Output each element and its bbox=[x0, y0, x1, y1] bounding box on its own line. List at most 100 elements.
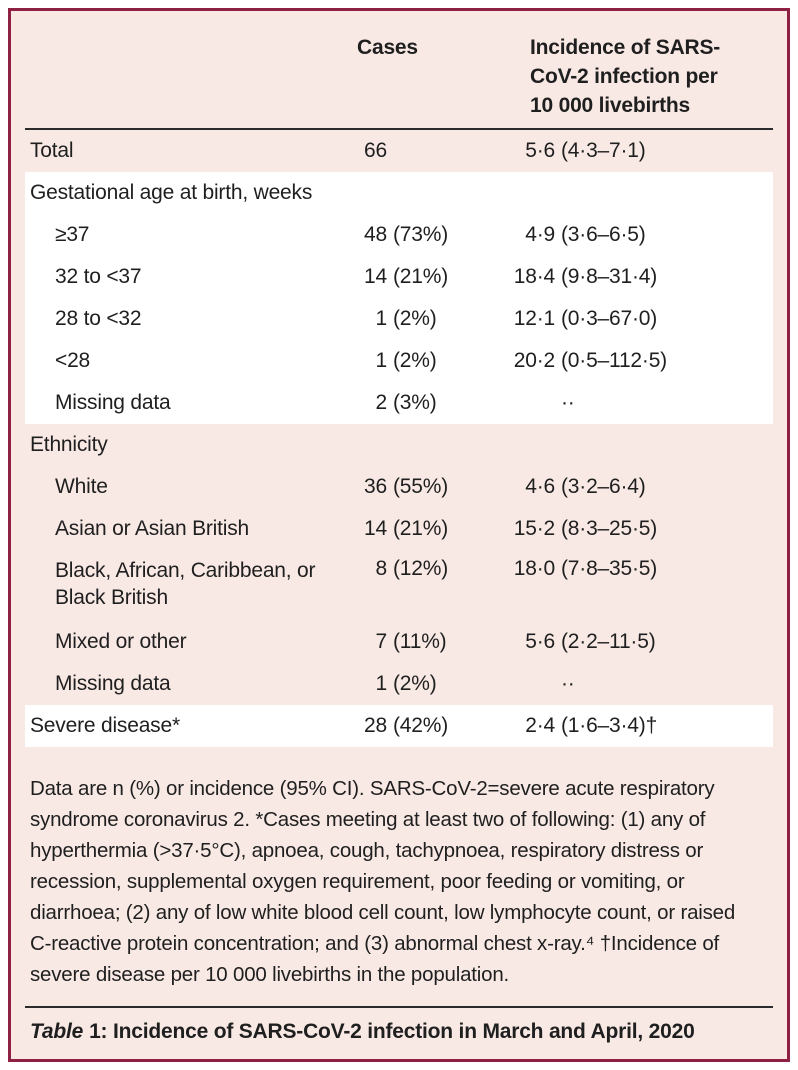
cases-n: 14 bbox=[364, 265, 387, 288]
column-header-cases: Cases bbox=[357, 36, 418, 59]
cases-n: 7 bbox=[375, 629, 388, 653]
table-row: Mixed or other 7 (11%) 5·6 (2·2–11·5) bbox=[25, 621, 773, 663]
table-content: Cases Incidence of SARS- CoV-2 infection… bbox=[25, 11, 773, 1044]
row-label: White bbox=[55, 475, 108, 499]
cases-cell: 1 (2%) bbox=[345, 349, 495, 373]
incidence-value: 18·4 bbox=[513, 265, 555, 288]
incidence-ci: (4·3–7·1) bbox=[561, 139, 646, 162]
lancet-table-figure: Cases Incidence of SARS- CoV-2 infection… bbox=[8, 8, 790, 1062]
cases-cell: 14 (21%) bbox=[345, 517, 495, 541]
cases-n: 2 bbox=[375, 391, 388, 414]
incidence-cell: 2·4 (1·6–3·4)† bbox=[495, 714, 773, 738]
section-label: Ethnicity bbox=[30, 433, 108, 457]
cases-cell: 8 (12%) bbox=[345, 557, 495, 581]
incidence-cell: 18·4 (9·8–31·4) bbox=[495, 265, 773, 289]
table-header-row: Cases Incidence of SARS- CoV-2 infection… bbox=[25, 11, 773, 128]
cases-pct: (42%) bbox=[393, 713, 449, 737]
table-row: 28 to <32 1 (2%) 12·1 (0·3–67·0) bbox=[25, 298, 773, 340]
table-row: 32 to <37 14 (21%) 18·4 (9·8–31·4) bbox=[25, 256, 773, 298]
incidence-ci: (7·8–35·5) bbox=[561, 557, 658, 580]
incidence-cell: 20·2 (0·5–112·5) bbox=[495, 349, 773, 373]
cases-pct: (3%) bbox=[393, 391, 437, 414]
row-label: 28 to <32 bbox=[55, 307, 142, 331]
incidence-cell: 12·1 (0·3–67·0) bbox=[495, 307, 773, 331]
cases-n: 14 bbox=[364, 517, 387, 540]
missing-data-dots: ·· bbox=[561, 391, 575, 414]
cases-cell: 1 (2%) bbox=[345, 307, 495, 331]
row-label: Missing data bbox=[55, 671, 171, 695]
row-label: Asian or Asian British bbox=[55, 517, 250, 541]
cases-cell: 7 (11%) bbox=[345, 630, 495, 654]
incidence-cell: 15·2 (8·3–25·5) bbox=[495, 517, 773, 541]
table-row: ≥37 48 (73%) 4·9 (3·6–6·5) bbox=[25, 214, 773, 256]
table-row: Black, African, Caribbean, or Black Brit… bbox=[25, 550, 773, 621]
cases-pct: (2%) bbox=[393, 349, 437, 372]
incidence-ci: (3·2–6·4) bbox=[561, 475, 646, 498]
table-row: Total 66 5·6 (4·3–7·1) bbox=[25, 130, 773, 172]
incidence-ci: (0·5–112·5) bbox=[561, 349, 667, 372]
table-footnote: Data are n (%) or incidence (95% CI). SA… bbox=[30, 776, 736, 986]
table-caption: Table 1: Incidence of SARS-CoV-2 infectio… bbox=[25, 1020, 773, 1044]
incidence-cell: 4·6 (3·2–6·4) bbox=[495, 475, 773, 499]
column-header-incidence: Incidence of SARS- CoV-2 infection per 1… bbox=[530, 36, 721, 117]
incidence-ci: (0·3–67·0) bbox=[561, 307, 658, 330]
cases-cell: 14 (21%) bbox=[345, 265, 495, 289]
cases-cell: 1 (2%) bbox=[345, 672, 495, 696]
incidence-cell: 18·0 (7·8–35·5) bbox=[495, 557, 773, 581]
cases-pct: (55%) bbox=[393, 475, 449, 498]
caption-table-word: Table bbox=[30, 1019, 84, 1043]
row-label: Missing data bbox=[55, 391, 171, 415]
cases-n: 1 bbox=[375, 671, 388, 695]
cases-n: 1 bbox=[375, 349, 388, 372]
cases-pct: (11%) bbox=[393, 629, 447, 653]
table-row: Missing data 2 (3%) ·· bbox=[25, 382, 773, 424]
cases-cell: 36 (55%) bbox=[345, 475, 495, 499]
row-label: Mixed or other bbox=[55, 629, 187, 653]
incidence-cell: 5·6 (4·3–7·1) bbox=[495, 139, 773, 163]
incidence-value: 4·9 bbox=[525, 223, 555, 246]
section-row-gestational-age: Gestational age at birth, weeks bbox=[25, 172, 773, 214]
caption-text: 1: Incidence of SARS-CoV-2 infection in … bbox=[89, 1019, 695, 1043]
cases-n: 48 bbox=[364, 223, 387, 246]
cases-n: 1 bbox=[375, 307, 388, 330]
cases-n: 36 bbox=[364, 475, 387, 498]
row-label: ≥37 bbox=[55, 223, 90, 247]
cases-pct: (73%) bbox=[393, 223, 449, 246]
incidence-cell: ·· bbox=[495, 672, 773, 696]
incidence-ci: (1·6–3·4)† bbox=[561, 713, 658, 737]
cases-pct: (12%) bbox=[393, 557, 449, 580]
incidence-value: 5·6 bbox=[525, 629, 555, 653]
cases-cell: 66 bbox=[345, 139, 495, 163]
table-row: Missing data 1 (2%) ·· bbox=[25, 663, 773, 705]
incidence-ci: (3·6–6·5) bbox=[561, 223, 646, 246]
incidence-value: 2·4 bbox=[525, 713, 555, 737]
incidence-cell: ·· bbox=[495, 391, 773, 415]
incidence-cell: 4·9 (3·6–6·5) bbox=[495, 223, 773, 247]
cases-cell: 2 (3%) bbox=[345, 391, 495, 415]
cases-pct: (21%) bbox=[393, 517, 449, 540]
cases-pct: (21%) bbox=[393, 265, 449, 288]
incidence-value: 4·6 bbox=[525, 475, 555, 498]
row-label: <28 bbox=[55, 349, 91, 373]
incidence-value: 18·0 bbox=[513, 557, 555, 580]
missing-data-dots: ·· bbox=[561, 671, 575, 695]
table-row-severe-disease: Severe disease* 28 (42%) 2·4 (1·6–3·4)† bbox=[25, 704, 773, 747]
row-label: 32 to <37 bbox=[55, 265, 142, 289]
caption-rule bbox=[25, 1005, 773, 1008]
table-row: Asian or Asian British 14 (21%) 15·2 (8·3–… bbox=[25, 508, 773, 550]
cases-n: 8 bbox=[375, 557, 388, 580]
row-label: Black, African, Caribbean, or Black Brit… bbox=[55, 559, 316, 610]
incidence-value: 12·1 bbox=[513, 307, 555, 330]
incidence-value: 5·6 bbox=[525, 139, 555, 162]
section-row-ethnicity: Ethnicity bbox=[25, 424, 773, 466]
table-row: White 36 (55%) 4·6 (3·2–6·4) bbox=[25, 466, 773, 508]
incidence-value: 20·2 bbox=[513, 349, 555, 372]
incidence-cell: 5·6 (2·2–11·5) bbox=[495, 630, 773, 654]
row-label: Severe disease* bbox=[30, 713, 180, 737]
section-label: Gestational age at birth, weeks bbox=[30, 181, 313, 205]
incidence-ci: (8·3–25·5) bbox=[561, 517, 658, 540]
cases-n: 28 bbox=[364, 713, 387, 737]
cases-pct: (2%) bbox=[393, 307, 437, 330]
incidence-ci: (9·8–31·4) bbox=[561, 265, 658, 288]
table-row: <28 1 (2%) 20·2 (0·5–112·5) bbox=[25, 340, 773, 382]
